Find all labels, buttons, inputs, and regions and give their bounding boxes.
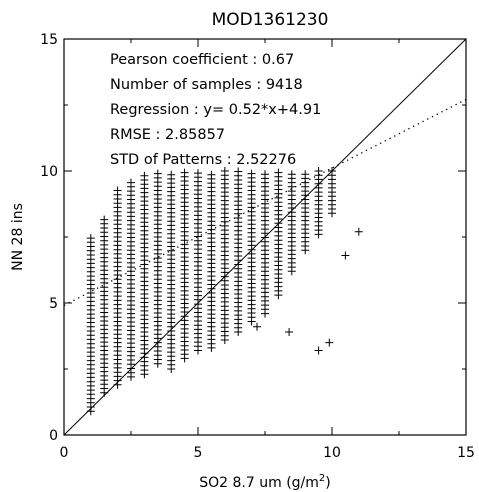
x-axis-label-superscript: 2 — [319, 473, 325, 484]
y-tick-label-1: 5 — [49, 296, 58, 312]
y-tick-label-2: 10 — [40, 164, 58, 180]
outlier-point-0 — [314, 346, 323, 355]
sample-column-3 — [127, 178, 135, 381]
sample-column-7 — [180, 168, 189, 363]
stat-line-2: Regression : y= 0.52*x+4.91 — [110, 102, 321, 118]
sample-column-9 — [207, 170, 216, 352]
stat-line-1: Number of samples : 9418 — [110, 77, 303, 93]
x-tick-label-1: 5 — [194, 445, 203, 461]
sample-column-16 — [301, 170, 310, 255]
sample-column-10 — [220, 167, 229, 344]
x-tick-label-2: 10 — [323, 445, 341, 461]
one-to-one-line — [63, 38, 467, 436]
outlier-point-5 — [354, 227, 363, 236]
y-tick-label-0: 0 — [49, 428, 58, 444]
x-tick-label-3: 15 — [457, 445, 475, 461]
statistics-annotations: Pearson coefficient : 0.67 Number of samp… — [110, 52, 321, 168]
sample-column-6 — [167, 170, 176, 373]
plot-marks — [63, 38, 467, 436]
x-axis-label: SO2 8.7 um (g/m2) — [199, 473, 331, 491]
sample-column-11 — [234, 167, 243, 336]
chart-title: MOD1361230 — [212, 10, 329, 30]
outlier-point-1 — [325, 338, 334, 347]
outlier-point-4 — [341, 251, 350, 260]
sample-column-5 — [153, 169, 162, 368]
x-tick-label-0: 0 — [60, 445, 69, 461]
regression-line — [63, 98, 467, 306]
axis-ticks: 0 5 10 15 0 5 10 15 — [40, 32, 475, 461]
sample-column-13 — [261, 170, 269, 318]
outlier-point-3 — [253, 322, 261, 331]
sample-column-14 — [274, 168, 283, 300]
sample-column-4 — [140, 171, 149, 379]
outlier-point-2 — [285, 328, 294, 336]
x-axis-label-tail: ) — [325, 475, 330, 491]
x-axis-label-main: SO2 8.7 um (g/m — [199, 475, 319, 491]
sample-column-15 — [287, 170, 296, 276]
sample-column-1 — [100, 215, 109, 397]
stat-line-0: Pearson coefficient : 0.67 — [110, 52, 294, 68]
sample-column-0 — [86, 234, 95, 416]
sample-column-18 — [328, 167, 336, 218]
sample-column-17 — [314, 167, 323, 239]
stat-line-4: STD of Patterns : 2.52276 — [110, 152, 296, 168]
stat-line-3: RMSE : 2.85857 — [110, 127, 225, 143]
y-tick-label-3: 15 — [40, 32, 58, 48]
y-axis-label: NN 28 ins — [10, 203, 26, 271]
sample-column-12 — [247, 169, 256, 326]
sample-column-8 — [194, 169, 202, 355]
sample-column-2 — [113, 186, 122, 389]
